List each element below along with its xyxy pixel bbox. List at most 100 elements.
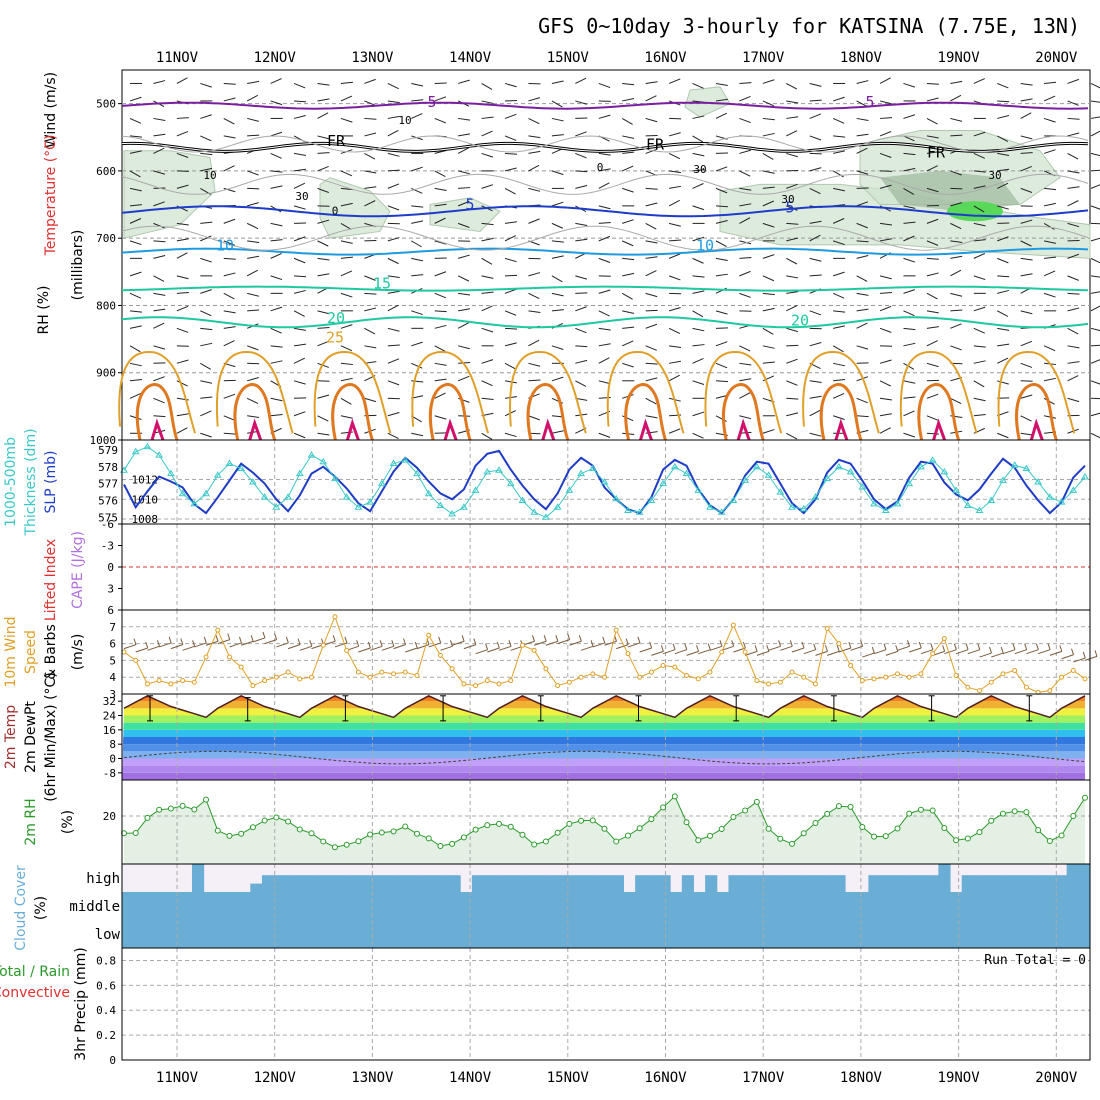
wind-barb (270, 275, 283, 281)
wind-barb (200, 410, 212, 417)
contour-label: 5 (785, 199, 794, 217)
high-cloud-bar (1008, 875, 1021, 892)
wind-barb-flag (168, 636, 172, 644)
temp-band (122, 708, 1085, 716)
wind-barb-10m (287, 644, 301, 650)
wind-barb (129, 392, 142, 399)
wind-barb (176, 427, 188, 434)
wind-barb (294, 100, 307, 103)
wind-barb (411, 362, 423, 369)
wind-barb (1067, 186, 1080, 189)
wind-speed-point (602, 674, 607, 680)
wind-barb (1020, 187, 1033, 193)
wind-barb-10m (369, 645, 383, 651)
wind-barb (434, 324, 447, 329)
wind-barb (668, 78, 681, 84)
rh-2m-point (238, 830, 245, 837)
wind-barb (950, 134, 963, 137)
wind-barb (762, 117, 775, 121)
wind-barb (200, 221, 213, 224)
wind-barb (293, 432, 306, 439)
wind-barb (247, 134, 260, 137)
slp-series-line (123, 449, 1086, 515)
wind-barb (786, 358, 798, 364)
wind-barb-10m (545, 640, 559, 646)
temperature-axis-label: Temperature (°C) (43, 135, 59, 257)
upper-y-tick-label: 900 (96, 367, 116, 380)
wind-speed-point (496, 681, 502, 687)
wind-barb (645, 81, 658, 84)
wind-barb (856, 397, 868, 404)
wind-barb (1090, 130, 1100, 137)
rh-2m-point (964, 835, 971, 842)
wind-barb (692, 205, 705, 211)
wind-barb (129, 170, 141, 178)
wind-barb-flag (649, 641, 653, 649)
high-cloud-bar (530, 875, 543, 892)
wind-barb (481, 327, 494, 333)
temp-contour-plus35 (150, 418, 165, 441)
wind-barb (926, 97, 939, 102)
wind-barb (997, 115, 1010, 119)
wind-barb (903, 82, 916, 88)
wind-barb-10m (991, 652, 1004, 658)
rh-2m-point (1035, 827, 1042, 834)
temp-band (122, 701, 1085, 709)
wind-barb-10m (451, 640, 465, 646)
contour-label: 30 (988, 169, 1001, 182)
wind-tick-label: 5 (109, 654, 116, 667)
rh-2m-point (179, 802, 186, 809)
wind-barb (528, 292, 540, 300)
wind-barb (762, 170, 775, 174)
wind-barb (926, 340, 938, 347)
wind-barb (411, 257, 424, 262)
wind-barb (762, 186, 775, 189)
high-cloud-bar (646, 875, 659, 892)
high-cloud-bar (331, 875, 345, 892)
wind-barb (997, 257, 1009, 264)
high-cloud-bar (285, 875, 298, 892)
wind-speed-point (777, 679, 783, 685)
wind-barb (1067, 253, 1080, 259)
wind-speed-point (590, 671, 596, 677)
wind-barb (879, 184, 892, 189)
wind-barb (622, 310, 635, 314)
wind-barb (575, 306, 587, 312)
wind-barb (926, 151, 939, 154)
wind-barb (669, 170, 682, 174)
wind-barb (833, 415, 845, 420)
wind-barb (692, 344, 705, 347)
wind10m-axis-label-2: Speed (23, 630, 39, 674)
wind-barb (411, 99, 424, 102)
temp-tick-label: 8 (109, 738, 116, 751)
high-cloud-bar (973, 875, 986, 892)
wind-barb (833, 310, 846, 313)
wind-barb (926, 165, 938, 172)
wind-barb (997, 357, 1009, 364)
wind-barb (997, 236, 1009, 242)
wind-barb (575, 152, 587, 159)
wind-speed-point (824, 625, 830, 631)
wind-barb (223, 340, 235, 347)
thickness-point (799, 504, 808, 512)
chart-title: GFS 0~10day 3-hourly for KATSINA (7.75E,… (538, 14, 1080, 38)
wind-barb-10m (1037, 649, 1051, 655)
temp-contour-plus25 (606, 350, 685, 434)
wind-barb (575, 275, 588, 280)
wind-panel-frame (121, 609, 1091, 695)
bottom-date-label: 14NOV (449, 1070, 492, 1086)
thickness-point (682, 469, 691, 477)
wind-barb (669, 360, 682, 364)
top-date-label: 14NOV (449, 50, 492, 66)
wind-barb (528, 135, 541, 139)
wind-barb (833, 240, 845, 246)
high-cloud-bar (296, 875, 310, 892)
wind-speed-point (508, 678, 514, 684)
wind-barb-10m (194, 642, 207, 648)
slp-tick-label: 1012 (132, 474, 159, 487)
wind-barb (575, 359, 588, 364)
rh-contour (121, 135, 1089, 153)
wind-barb (340, 270, 353, 277)
wind-barb (1020, 152, 1033, 154)
